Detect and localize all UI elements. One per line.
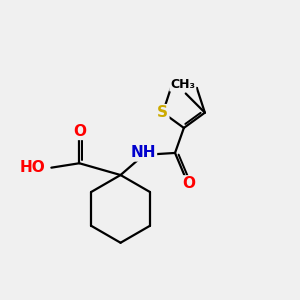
Text: NH: NH — [130, 146, 156, 160]
Text: HO: HO — [19, 160, 45, 175]
Text: O: O — [182, 176, 195, 191]
Text: S: S — [158, 105, 168, 120]
Text: O: O — [73, 124, 86, 139]
Text: CH₃: CH₃ — [170, 78, 195, 91]
